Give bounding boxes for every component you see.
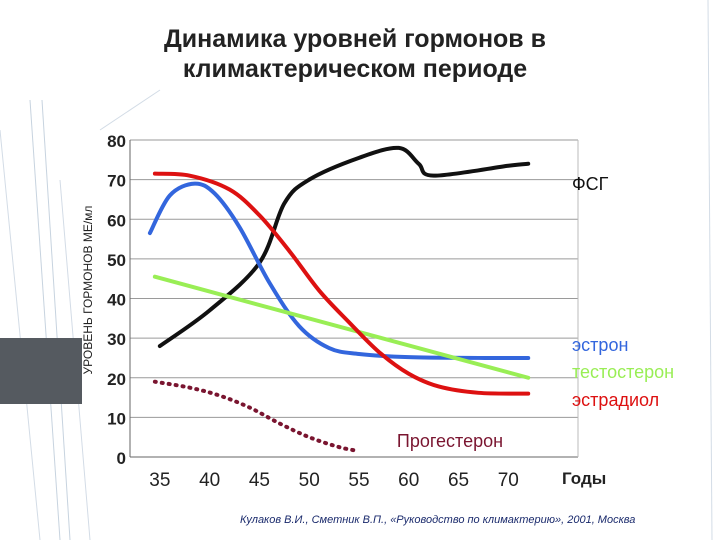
x-tick-label: 35 — [149, 470, 170, 491]
x-tick-label: 60 — [398, 470, 419, 491]
y-tick-label: 0 — [117, 449, 126, 468]
grid — [130, 139, 578, 418]
y-axis-label: УРОВЕНЬ ГОРМОНОВ МЕ/мл — [81, 206, 95, 375]
y-tick-label: 40 — [107, 291, 126, 310]
title-line-2: климактерическом периоде — [182, 55, 528, 83]
x-tick-label: 70 — [498, 470, 519, 491]
y-tick-label: 80 — [107, 132, 126, 151]
y-tick-label: 60 — [107, 211, 126, 230]
x-tick-label: 45 — [249, 470, 270, 491]
series-lines — [147, 145, 531, 454]
y-tick-label: 10 — [107, 409, 126, 428]
x-tick-label: 55 — [348, 470, 369, 491]
series-line-3 — [152, 171, 531, 396]
series-line-2 — [152, 274, 531, 380]
source-citation: Кулаков В.И., Сметник В.П., «Руководство… — [240, 514, 636, 526]
x-tick-label: 40 — [199, 470, 220, 491]
series-label: Прогестерон — [397, 431, 503, 451]
series-line-4 — [152, 379, 361, 454]
page-title: Динамика уровней гормонов в климактериче… — [110, 24, 600, 84]
series-line-0 — [157, 145, 531, 349]
x-tick-label: 50 — [299, 470, 320, 491]
y-tick-label: 20 — [107, 370, 126, 389]
series-label: эстрон — [572, 335, 628, 355]
title-line-1: Динамика уровней гормонов в — [164, 25, 546, 53]
axes — [129, 140, 579, 458]
y-tick-label: 70 — [107, 172, 126, 191]
x-tick-label: 65 — [448, 470, 469, 491]
x-axis-label: Годы — [562, 469, 606, 488]
y-tick-label: 30 — [107, 330, 126, 349]
side-tab — [0, 338, 82, 404]
y-tick-label: 50 — [107, 251, 126, 270]
series-line-1 — [147, 181, 531, 360]
series-labels: ФСГ эстрон тестостерон эстрадиол Прогестерон — [397, 174, 674, 451]
series-label: ФСГ — [572, 174, 609, 194]
series-label: тестостерон — [572, 362, 674, 382]
series-label: эстрадиол — [572, 390, 659, 410]
tick-labels: 0 10 20 30 40 50 60 70 80 35 40 45 50 55 60 65 70 — [107, 132, 519, 491]
